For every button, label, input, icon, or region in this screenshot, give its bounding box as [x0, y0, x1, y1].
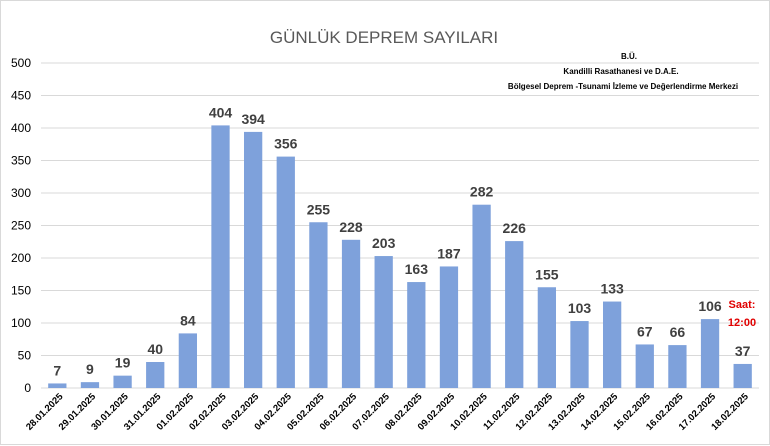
- time-note-value: 12:00: [728, 317, 756, 329]
- bar: [570, 321, 589, 388]
- data-label: 103: [568, 300, 592, 316]
- bar: [113, 375, 132, 388]
- y-tick-label: 50: [18, 349, 32, 363]
- y-tick-label: 100: [11, 316, 31, 330]
- y-tick-label: 0: [24, 381, 31, 395]
- data-label: 203: [372, 235, 396, 251]
- y-tick-label: 300: [11, 186, 31, 200]
- data-label: 187: [437, 245, 461, 261]
- bar: [374, 256, 393, 388]
- data-label: 9: [86, 361, 94, 377]
- bar: [48, 383, 67, 388]
- y-axis: 0 50 100 150 200 250 300 350 400 450 500: [11, 56, 31, 395]
- data-label: 255: [307, 201, 331, 217]
- bar: [276, 156, 295, 388]
- bar: [505, 241, 524, 388]
- x-axis: 28.01.202529.01.202530.01.202531.01.2025…: [24, 391, 751, 433]
- data-label: 37: [735, 343, 751, 359]
- y-tick-label: 200: [11, 251, 31, 265]
- bar: [439, 266, 459, 388]
- data-label: 67: [637, 323, 653, 339]
- bars: [48, 125, 752, 389]
- credit-line-1: B.Ü.: [621, 52, 637, 61]
- data-label: 226: [503, 220, 527, 236]
- credit-line-3: Bölgesel Deprem -Tsunami İzleme ve Değer…: [508, 82, 738, 91]
- data-label: 404: [209, 104, 233, 120]
- bar: [243, 131, 263, 388]
- bar: [635, 344, 654, 388]
- bar: [146, 362, 165, 388]
- data-label: 84: [180, 312, 196, 328]
- credit-line-2: Kandilli Rasathanesi ve D.A.E.: [563, 67, 678, 76]
- bar: [211, 125, 230, 389]
- y-tick-label: 450: [11, 89, 31, 103]
- data-label: 19: [115, 355, 131, 371]
- chart-title: GÜNLÜK DEPREM SAYILARI: [270, 28, 498, 47]
- grid-layer: [41, 62, 759, 389]
- bar: [178, 333, 198, 388]
- bar: [668, 345, 687, 388]
- y-tick-label: 250: [11, 219, 31, 233]
- y-tick-label: 500: [11, 56, 31, 70]
- y-tick-label: 400: [11, 121, 31, 135]
- data-label: 133: [600, 281, 624, 297]
- data-label: 7: [53, 362, 61, 378]
- y-tick-label: 150: [11, 284, 31, 298]
- bar: [472, 204, 491, 388]
- data-label: 282: [470, 184, 494, 200]
- data-label: 40: [147, 341, 163, 357]
- data-label: 163: [405, 261, 429, 277]
- data-label: 394: [241, 111, 265, 127]
- bar: [309, 222, 328, 388]
- bar: [407, 282, 426, 388]
- data-label: 66: [670, 324, 686, 340]
- time-note-label: Saat:: [729, 299, 756, 311]
- bar: [80, 382, 100, 388]
- data-label: 228: [339, 219, 363, 235]
- bar: [341, 239, 361, 388]
- bar: [537, 287, 557, 388]
- data-label: 356: [274, 136, 298, 152]
- data-label: 155: [535, 266, 559, 282]
- bar: [733, 363, 752, 388]
- bar: [700, 319, 720, 388]
- data-labels: 7 9 19 40 84 404 394 356 255 228 203 163 187 282 226 15…: [53, 104, 750, 378]
- y-tick-label: 350: [11, 154, 31, 168]
- data-label: 106: [698, 298, 722, 314]
- bar: [602, 301, 622, 388]
